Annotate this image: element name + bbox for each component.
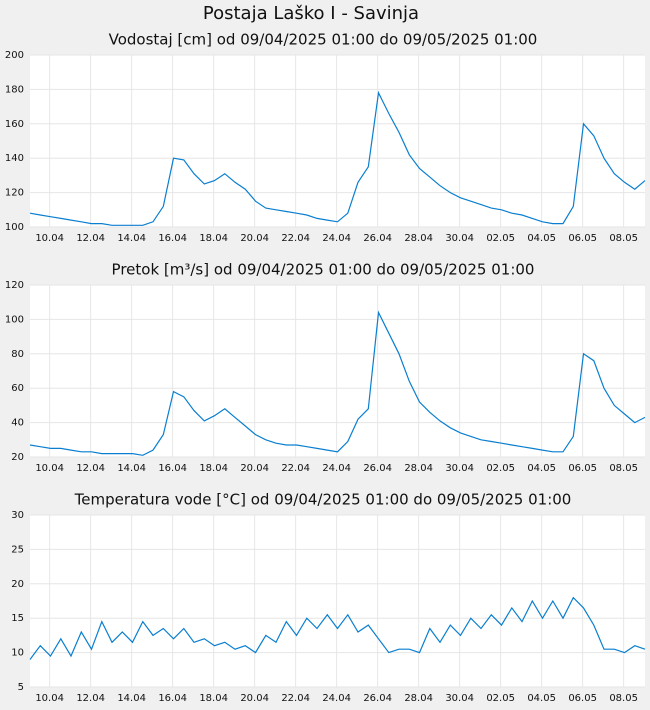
x-tick-label: 14.04: [117, 233, 146, 244]
y-tick-label: 120: [5, 280, 24, 291]
x-tick-label: 02.05: [486, 233, 515, 244]
x-tick-label: 18.04: [199, 693, 228, 704]
x-tick-label: 24.04: [322, 233, 351, 244]
x-tick-label: 30.04: [445, 693, 474, 704]
y-tick-label: 30: [11, 510, 24, 521]
x-tick-label: 02.05: [486, 693, 515, 704]
x-tick-label: 28.04: [404, 233, 433, 244]
x-tick-label: 08.05: [609, 233, 638, 244]
x-tick-label: 10.04: [35, 693, 64, 704]
y-tick-label: 5: [18, 682, 24, 693]
y-tick-label: 10: [11, 648, 24, 659]
x-tick-label: 14.04: [117, 693, 146, 704]
x-tick-label: 26.04: [363, 233, 392, 244]
x-tick-label: 24.04: [322, 463, 351, 474]
y-tick-label: 200: [5, 50, 24, 61]
x-tick-label: 04.05: [527, 233, 556, 244]
x-tick-label: 22.04: [281, 693, 310, 704]
x-tick-label: 14.04: [117, 463, 146, 474]
x-tick-label: 28.04: [404, 463, 433, 474]
x-tick-label: 10.04: [35, 233, 64, 244]
x-tick-label: 20.04: [240, 693, 269, 704]
x-tick-label: 12.04: [76, 233, 105, 244]
x-tick-label: 08.05: [609, 463, 638, 474]
x-tick-label: 16.04: [158, 463, 187, 474]
y-tick-label: 80: [11, 349, 24, 360]
y-tick-label: 20: [11, 579, 24, 590]
chart-title: Pretok [m³/s] od 09/04/2025 01:00 do 09/…: [112, 261, 535, 279]
y-tick-label: 25: [11, 544, 24, 555]
page-title: Postaja Laško I - Savinja: [203, 3, 419, 24]
x-tick-label: 10.04: [35, 463, 64, 474]
x-tick-label: 08.05: [609, 693, 638, 704]
x-tick-label: 06.05: [568, 233, 597, 244]
x-tick-label: 12.04: [76, 693, 105, 704]
y-tick-label: 20: [11, 452, 24, 463]
plot-area: [30, 515, 645, 687]
y-tick-label: 100: [5, 222, 24, 233]
data-line: [29, 310, 646, 456]
y-tick-label: 15: [11, 613, 24, 624]
y-tick-label: 160: [5, 119, 24, 130]
y-tick-label: 120: [5, 188, 24, 199]
data-line: [29, 596, 646, 660]
x-tick-label: 26.04: [363, 463, 392, 474]
x-tick-label: 06.05: [568, 693, 597, 704]
x-tick-label: 04.05: [527, 693, 556, 704]
x-tick-label: 18.04: [199, 233, 228, 244]
x-tick-label: 26.04: [363, 693, 392, 704]
x-tick-label: 02.05: [486, 463, 515, 474]
x-tick-label: 20.04: [240, 233, 269, 244]
x-tick-label: 22.04: [281, 233, 310, 244]
y-tick-label: 180: [5, 84, 24, 95]
x-tick-label: 16.04: [158, 233, 187, 244]
x-tick-label: 06.05: [568, 463, 597, 474]
x-tick-label: 18.04: [199, 463, 228, 474]
x-tick-label: 12.04: [76, 463, 105, 474]
x-tick-label: 20.04: [240, 463, 269, 474]
chart-title: Temperatura vode [°C] od 09/04/2025 01:0…: [74, 491, 572, 509]
x-tick-label: 16.04: [158, 693, 187, 704]
x-tick-label: 24.04: [322, 693, 351, 704]
chart-title: Vodostaj [cm] od 09/04/2025 01:00 do 09/…: [109, 31, 538, 49]
x-tick-label: 28.04: [404, 693, 433, 704]
y-tick-label: 60: [11, 383, 24, 394]
plot-area: [30, 285, 645, 457]
x-tick-label: 04.05: [527, 463, 556, 474]
y-tick-label: 100: [5, 314, 24, 325]
data-line: [29, 90, 646, 226]
x-tick-label: 22.04: [281, 463, 310, 474]
y-tick-label: 140: [5, 153, 24, 164]
y-tick-label: 40: [11, 418, 24, 429]
x-tick-label: 30.04: [445, 463, 474, 474]
plot-area: [30, 55, 645, 227]
x-tick-label: 30.04: [445, 233, 474, 244]
